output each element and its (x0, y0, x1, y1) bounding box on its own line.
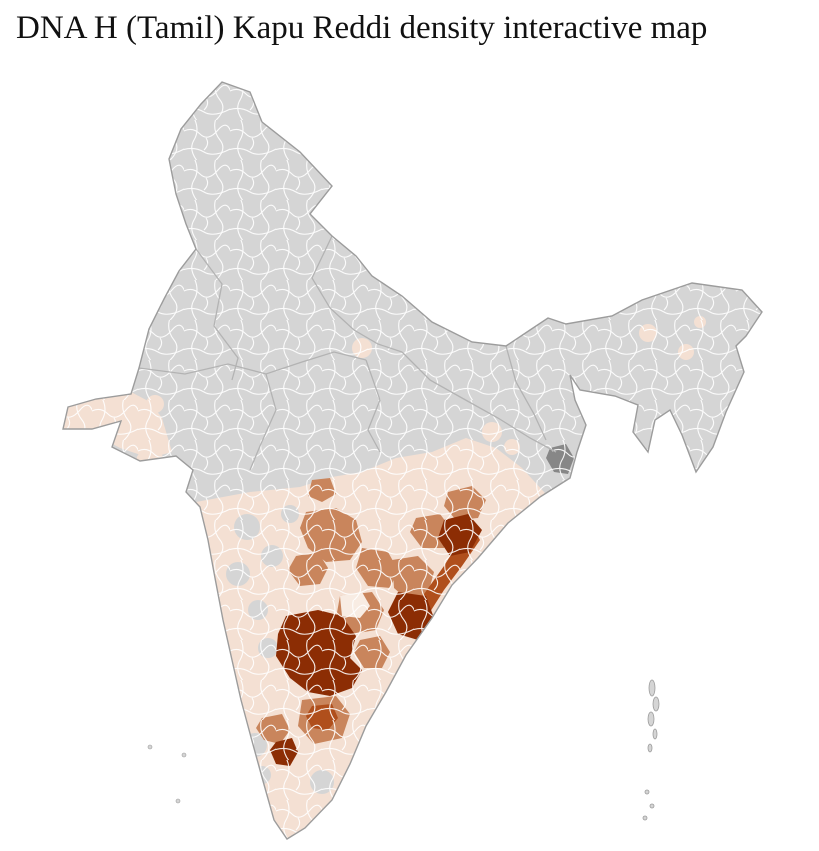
map-title: DNA H (Tamil) Kapu Reddi density interac… (16, 10, 708, 46)
region-bengal-patch[interactable] (504, 439, 520, 455)
region-karnataka-gray-1[interactable] (248, 600, 268, 620)
lakshadweep-islands[interactable] (147, 744, 187, 804)
region-maharashtra-gray-3[interactable] (226, 562, 250, 586)
region-karnataka-gray-2[interactable] (258, 638, 278, 658)
region-saurashtra-patch[interactable] (136, 448, 164, 476)
region-north-patch[interactable] (352, 338, 372, 358)
region-assam-patch-2[interactable] (678, 344, 694, 360)
region-assam-patch-3[interactable] (694, 316, 706, 328)
region-rajasthan-patch[interactable] (146, 395, 164, 413)
region-assam-patch-1[interactable] (639, 324, 657, 342)
region-vidarbha-gray[interactable] (281, 505, 299, 523)
region-tamilnadu-gray[interactable] (310, 770, 334, 794)
region-jharkhand-patch[interactable] (482, 422, 502, 442)
state-borders (138, 235, 557, 471)
andaman-islands[interactable] (642, 679, 660, 821)
region-maharashtra-gray-1[interactable] (234, 514, 260, 540)
region-maharashtra-gray-2[interactable] (261, 545, 283, 567)
